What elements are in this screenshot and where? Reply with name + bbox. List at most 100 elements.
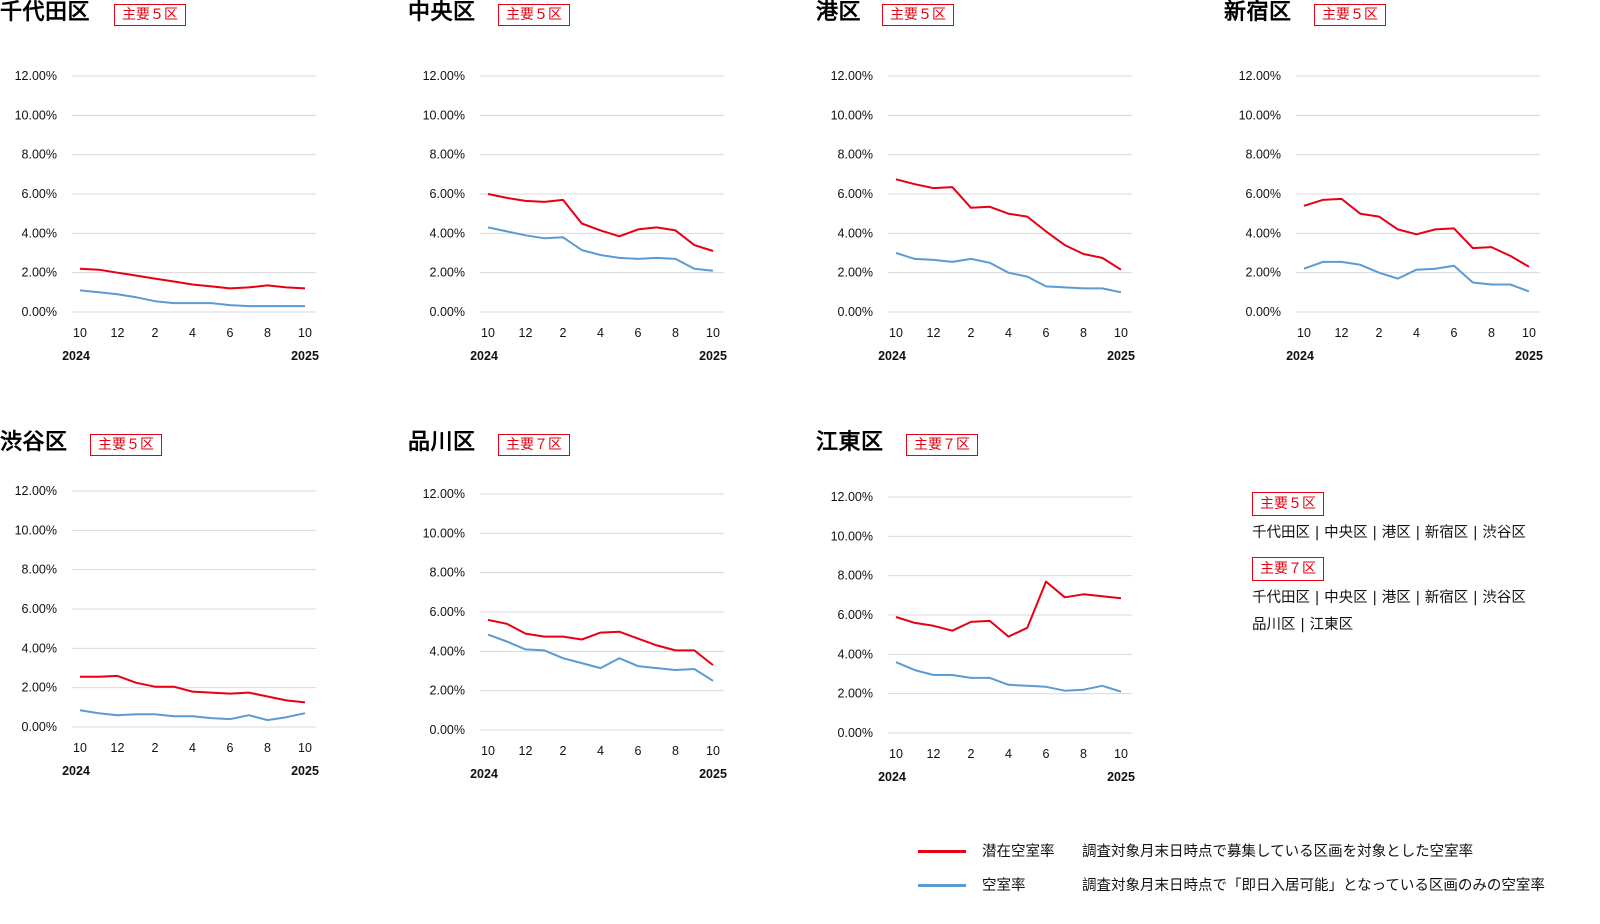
series-line-vacancy [1303,260,1530,293]
x-tick-label: 10 [73,326,87,340]
x-year-start-label: 2024 [62,764,90,778]
x-tick-label: 10 [706,744,720,758]
x-tick-label: 12 [927,747,941,761]
x-tick-label: 10 [298,741,312,755]
x-tick-label: 12 [519,326,533,340]
ward-title: 港区 [816,0,862,25]
y-tick-label: 6.00% [838,187,873,201]
line-chart: 12.00% 10.00% 8.00% 6.00% 4.00% 2.00% 0.00% 10 1… [15,69,319,363]
y-tick-label: 0.00% [430,305,465,319]
line-chart: 12.00% 10.00% 8.00% 6.00% 4.00% 2.00% 0.00% 10 1… [831,69,1135,363]
x-tick-label: 12 [927,326,941,340]
series-line-vacancy [487,226,714,272]
y-tick-label: 10.00% [15,108,57,122]
y-tick-label: 0.00% [22,720,57,734]
x-tick-label: 10 [1114,747,1128,761]
x-tick-label: 10 [1297,326,1311,340]
x-tick-label: 4 [1413,326,1420,340]
x-tick-label: 2 [968,747,975,761]
x-tick-label: 4 [597,326,604,340]
y-tick-label: 10.00% [1239,108,1281,122]
ward-group-badge: 主要５区 [90,434,162,456]
y-tick-label: 6.00% [22,187,57,201]
x-tick-label: 10 [1114,326,1128,340]
series-line-potential-vacancy [80,674,306,704]
series-legend: 潜在空室率 調査対象月末日時点で募集している区画を対象とした空室率 空室率 調査… [918,842,1588,910]
series-line-potential-vacancy [895,580,1122,638]
ward-title: 千代田区 [0,0,91,25]
y-tick-label: 12.00% [1239,69,1281,83]
x-tick-label: 8 [264,326,271,340]
ward-chart-panel: 新宿区 主要５区 12.00% 10.00% 8.00% 6.00% 4.00% 2.00% 0… [1224,0,1564,400]
x-tick-label: 8 [672,326,679,340]
y-tick-label: 10.00% [831,108,873,122]
ward-group-badge: 主要７区 [906,434,978,456]
legend-series-name: 空室率 [982,878,1026,894]
group-badge: 主要５区 [1252,492,1324,516]
x-tick-label: 4 [1005,326,1012,340]
x-tick-label: 10 [73,741,87,755]
y-tick-label: 8.00% [838,148,873,162]
y-tick-label: 0.00% [838,726,873,740]
legend-series-name: 潜在空室率 [982,844,1055,860]
y-tick-label: 2.00% [430,266,465,280]
x-year-end-label: 2025 [1515,349,1543,363]
x-year-start-label: 2024 [878,349,906,363]
ward-group-badge: 主要５区 [882,4,954,26]
y-tick-label: 0.00% [430,723,465,737]
group-major-5: 主要５区 千代田区 | 中央区 | 港区 | 新宿区 | 渋谷区 [1252,492,1582,547]
y-tick-label: 4.00% [22,641,57,655]
x-tick-label: 10 [889,747,903,761]
x-tick-label: 6 [635,744,642,758]
legend-swatch-blue-line [918,884,966,887]
y-tick-label: 2.00% [430,684,465,698]
legend-series-description: 調査対象月末日時点で募集している区画を対象とした空室率 [1082,844,1474,860]
x-tick-label: 10 [481,326,495,340]
x-tick-label: 2 [560,326,567,340]
y-tick-label: 10.00% [831,529,873,543]
series-line-vacancy [487,633,714,682]
x-tick-label: 12 [1335,326,1349,340]
y-tick-label: 0.00% [1246,305,1281,319]
x-tick-label: 10 [1522,326,1536,340]
x-tick-label: 4 [1005,747,1012,761]
series-line-potential-vacancy [79,267,306,290]
x-tick-label: 8 [1080,747,1087,761]
y-tick-label: 4.00% [838,226,873,240]
legend-swatch-red-line [918,850,966,853]
x-tick-label: 10 [889,326,903,340]
series-line-potential-vacancy [1303,197,1530,268]
y-tick-label: 6.00% [1246,187,1281,201]
y-tick-label: 2.00% [838,687,873,701]
x-tick-label: 6 [1451,326,1458,340]
y-tick-label: 8.00% [430,148,465,162]
ward-title: 品川区 [408,430,476,455]
x-tick-label: 6 [227,741,234,755]
ward-title: 新宿区 [1224,0,1292,25]
y-tick-label: 12.00% [831,490,873,504]
y-tick-label: 12.00% [15,69,57,83]
x-tick-label: 8 [672,744,679,758]
ward-chart-panel: 千代田区 主要５区 12.00% 10.00% 8.00% 6.00% 4.00% 2.00%… [0,0,340,400]
series-line-potential-vacancy [487,618,714,666]
x-year-start-label: 2024 [470,349,498,363]
series-line-potential-vacancy [895,178,1122,271]
x-tick-label: 12 [519,744,533,758]
y-tick-label: 2.00% [22,266,57,280]
y-tick-label: 0.00% [838,305,873,319]
x-tick-label: 8 [264,741,271,755]
y-tick-label: 10.00% [423,526,465,540]
y-tick-label: 4.00% [430,226,465,240]
x-tick-label: 10 [481,744,495,758]
x-year-end-label: 2025 [1107,349,1135,363]
x-tick-label: 8 [1488,326,1495,340]
y-tick-label: 8.00% [838,569,873,583]
group-ward-list: 千代田区 | 中央区 | 港区 | 新宿区 | 渋谷区 [1252,525,1526,541]
x-year-end-label: 2025 [699,767,727,781]
ward-chart-panel: 品川区 主要７区 12.00% 10.00% 8.00% 6.00% 4.00% 2.00% 0… [408,430,748,830]
x-year-end-label: 2025 [291,349,319,363]
y-tick-label: 2.00% [838,266,873,280]
ward-title: 中央区 [408,0,476,25]
y-tick-label: 8.00% [22,148,57,162]
y-tick-label: 6.00% [430,187,465,201]
